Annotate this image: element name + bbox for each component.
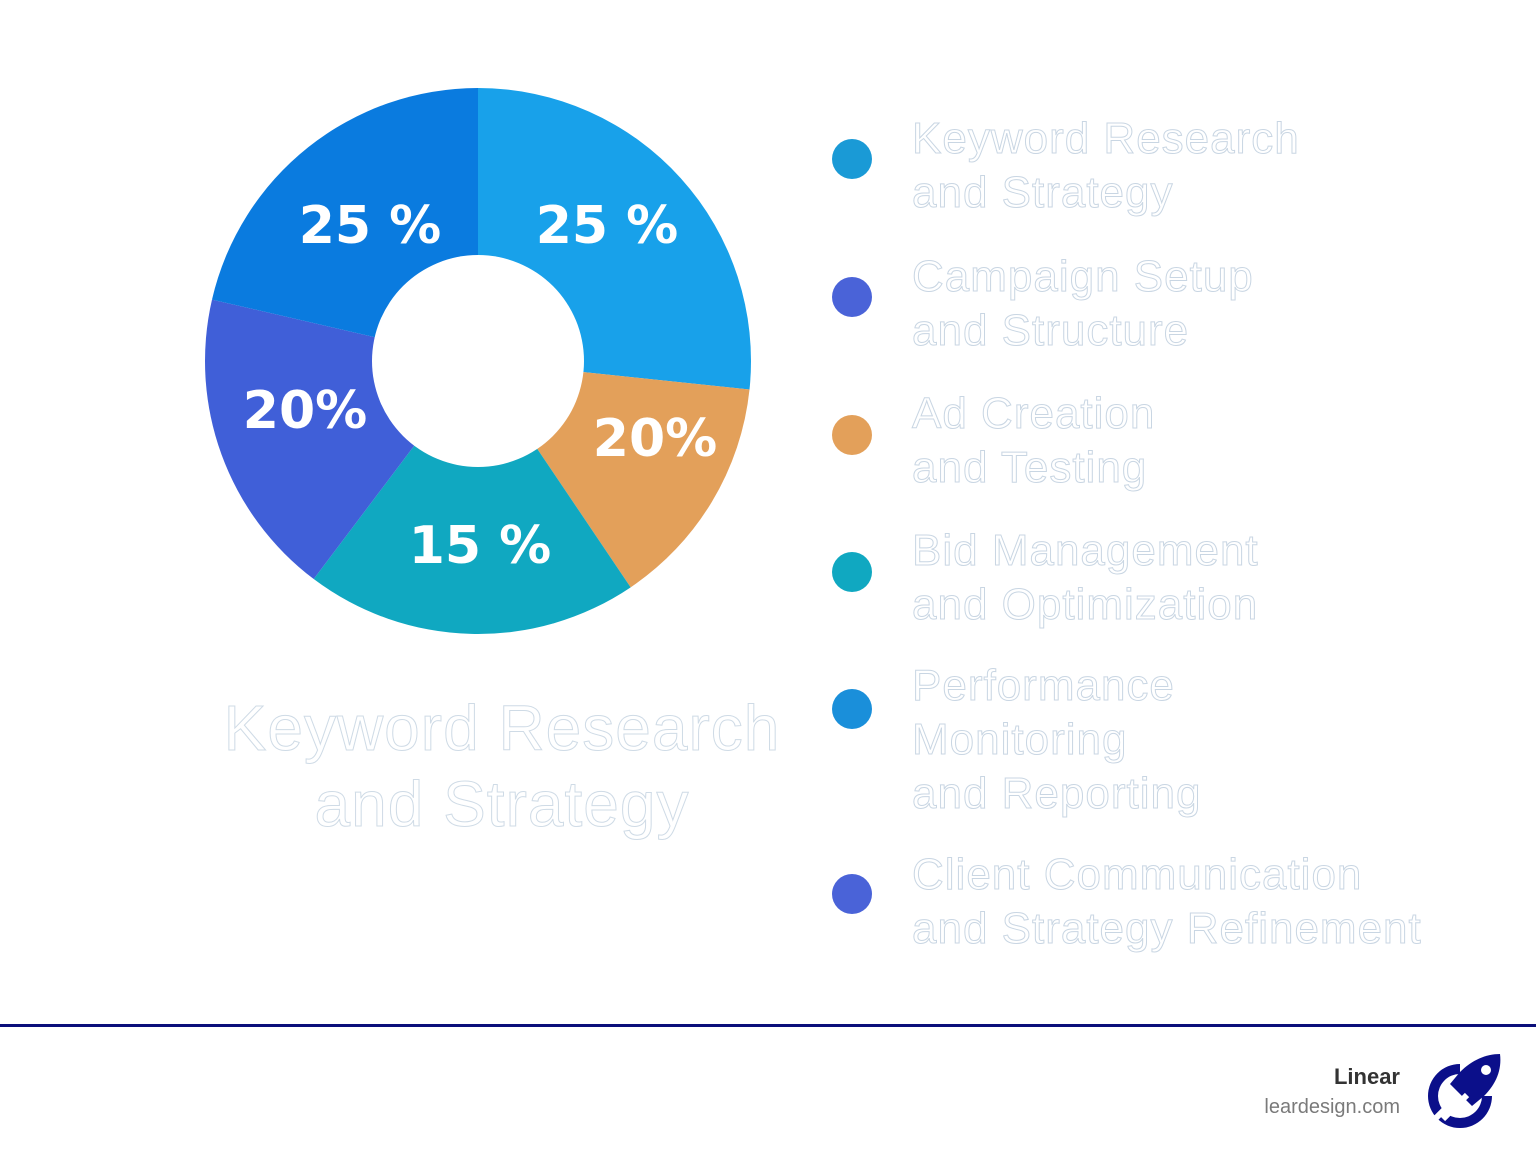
legend-dot-icon [832, 874, 872, 914]
slice-percent-label: 25 % [299, 196, 442, 256]
footer-divider [0, 1024, 1536, 1027]
center-caption: Keyword Research and Strategy [223, 692, 781, 841]
legend-label: Performance Monitoring and Reporting [911, 661, 1202, 819]
legend-label: Campaign Setup and Structure [912, 252, 1254, 356]
legend-dot-icon [832, 689, 872, 729]
slice-percent-label: 25 % [536, 196, 679, 256]
legend-label: Ad Creation and Testing [911, 389, 1156, 493]
slice-percent-label: 20% [593, 409, 717, 469]
legend-dot-icon [832, 415, 872, 455]
slice-percent-label: 15 % [409, 516, 552, 576]
brand-name: Linear [1333, 1064, 1400, 1089]
legend-label: Client Communication and Strategy Refine… [912, 850, 1422, 954]
legend-label: Keyword Research and Strategy [912, 114, 1300, 218]
slice-percent-label: 20% [243, 381, 367, 441]
rocket-logo-icon [1428, 1054, 1501, 1128]
legend-dot-icon [832, 139, 872, 179]
slice-labels: 25 % 20% 15 % 20% 25 % [243, 196, 717, 576]
donut-hole [372, 255, 584, 467]
donut-slice [313, 361, 631, 634]
brand-url: leardesign.com [1264, 1096, 1400, 1118]
legend-dot-icon [832, 552, 872, 592]
brand-block: Linear leardesign.com [1264, 1062, 1400, 1122]
legend-dot-icon [832, 277, 872, 317]
legend-label: Bid Management and Optimization [912, 526, 1259, 630]
